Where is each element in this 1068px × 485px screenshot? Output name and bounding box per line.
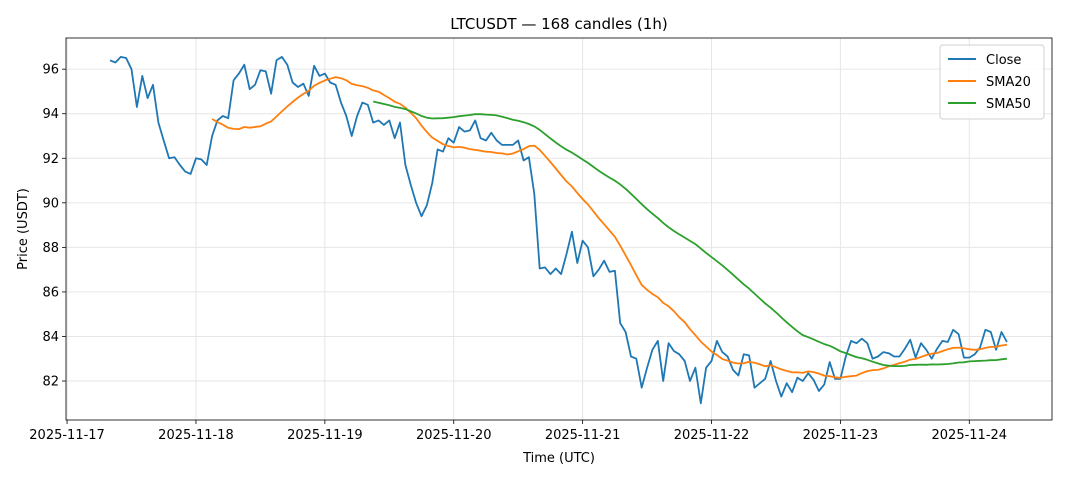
plot-frame xyxy=(65,37,1053,421)
y-tick-label: 86 xyxy=(42,285,59,300)
y-axis: 82 84 86 88 90 92 94 96 xyxy=(42,63,66,390)
x-tick-label: 2025-11-20 xyxy=(416,428,492,443)
legend: Close SMA20 SMA50 xyxy=(939,44,1045,120)
y-tick-label: 96 xyxy=(42,63,59,78)
y-tick-label: 84 xyxy=(42,330,59,345)
y-tick-label: 88 xyxy=(42,241,59,256)
x-tick-label: 2025-11-17 xyxy=(29,428,105,443)
x-tick-label: 2025-11-24 xyxy=(932,428,1008,443)
series-line-close xyxy=(109,56,1008,405)
x-tick-label: 2025-11-21 xyxy=(545,428,621,443)
x-axis: 2025-11-17 2025-11-18 2025-11-19 2025-11-20… xyxy=(29,420,1007,443)
series-line-sma20 xyxy=(211,76,1008,379)
series-line-sma50 xyxy=(372,100,1007,368)
y-tick-label: 82 xyxy=(42,375,59,390)
x-tick-label: 2025-11-22 xyxy=(674,428,750,443)
series-layer xyxy=(109,56,1008,405)
y-tick-label: 90 xyxy=(42,196,59,211)
legend-label: SMA50 xyxy=(986,97,1031,112)
y-tick-label: 92 xyxy=(42,152,59,167)
x-tick-label: 2025-11-18 xyxy=(158,428,234,443)
grid xyxy=(66,38,1052,420)
y-tick-label: 94 xyxy=(42,107,59,122)
x-tick-label: 2025-11-23 xyxy=(803,428,879,443)
y-axis-label: Price (USDT) xyxy=(16,188,31,270)
x-axis-label: Time (UTC) xyxy=(522,451,595,466)
x-tick-label: 2025-11-19 xyxy=(287,428,363,443)
chart-title: LTCUSDT — 168 candles (1h) xyxy=(450,15,667,33)
legend-label: Close xyxy=(986,53,1021,68)
legend-box xyxy=(939,44,1045,120)
legend-label: SMA20 xyxy=(986,75,1031,90)
